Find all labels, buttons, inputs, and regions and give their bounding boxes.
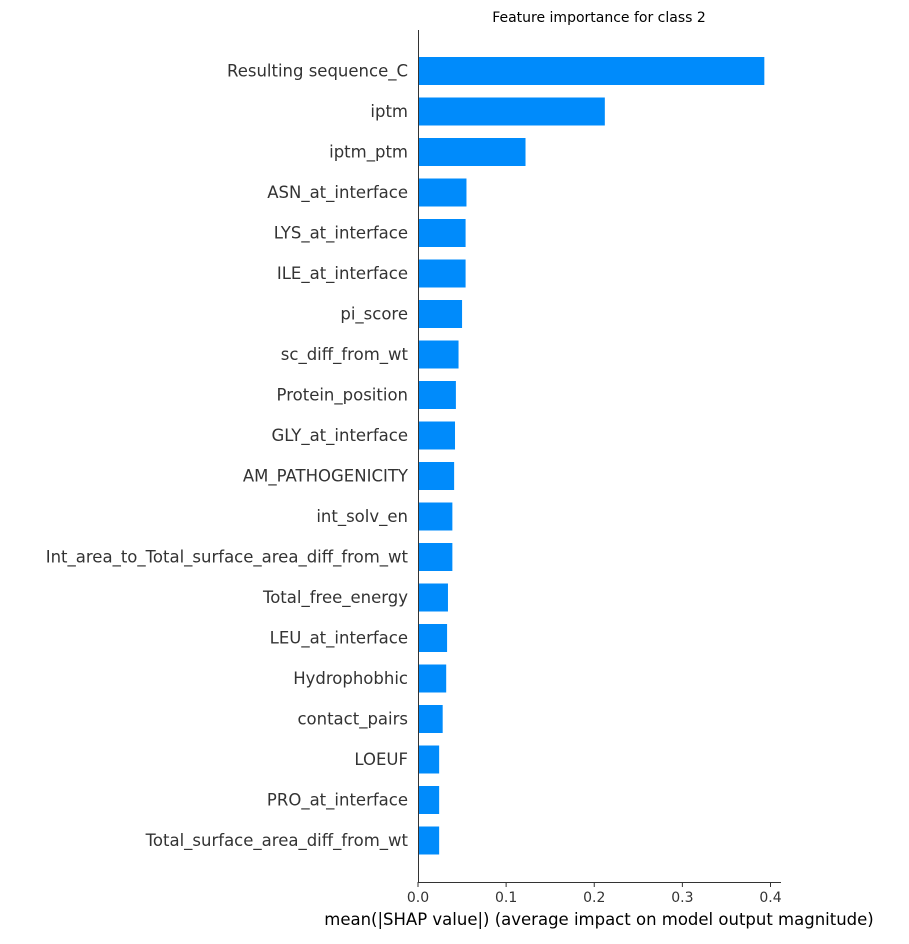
bar-13: [418, 583, 448, 612]
category-label: int_solv_en: [316, 507, 408, 527]
bar-12: [418, 543, 453, 571]
x-tick-label: 0.0: [407, 890, 429, 906]
category-label: iptm: [370, 102, 408, 121]
bar-2: [418, 138, 526, 166]
bar-11: [418, 502, 453, 531]
category-label: sc_diff_from_wt: [281, 345, 409, 365]
x-axis-title: mean(|SHAP value|) (average impact on mo…: [324, 910, 874, 929]
category-label: GLY_at_interface: [271, 426, 408, 446]
bar-8: [418, 381, 456, 409]
bar-0: [418, 57, 765, 85]
category-label: LOEUF: [354, 750, 408, 769]
category-label: PRO_at_interface: [267, 791, 408, 811]
bar-19: [418, 826, 440, 855]
bar-15: [418, 664, 447, 693]
bar-18: [418, 786, 440, 814]
bar-7: [418, 340, 459, 369]
category-label: Protein_position: [277, 386, 408, 406]
category-label: LEU_at_interface: [270, 629, 408, 649]
x-tick-label: 0.2: [583, 890, 605, 906]
category-label: LYS_at_interface: [274, 224, 408, 244]
category-label: ASN_at_interface: [267, 183, 408, 203]
bars-layer: [418, 57, 765, 855]
chart-title: Feature importance for class 2: [492, 10, 706, 26]
category-label: AM_PATHOGENICITY: [243, 467, 409, 487]
category-label: Total_free_energy: [262, 588, 408, 608]
bar-10: [418, 462, 455, 490]
bar-14: [418, 624, 448, 652]
x-tick-label: 0.4: [759, 890, 781, 906]
bar-6: [418, 300, 463, 328]
category-label: Hydrophobhic: [293, 669, 408, 688]
bar-5: [418, 259, 466, 288]
x-tick-label: 0.1: [495, 890, 517, 906]
category-label: ILE_at_interface: [277, 264, 408, 284]
category-label: Resulting sequence_C: [227, 62, 408, 82]
category-label: Total_surface_area_diff_from_wt: [145, 831, 409, 851]
bar-4: [418, 219, 466, 247]
category-label: iptm_ptm: [329, 143, 408, 163]
bar-3: [418, 178, 467, 207]
x-tick-label: 0.3: [671, 890, 693, 906]
category-label: contact_pairs: [297, 710, 408, 730]
bar-17: [418, 745, 440, 774]
bar-1: [418, 97, 605, 126]
category-label: Int_area_to_Total_surface_area_diff_from…: [46, 548, 409, 568]
x-ticks: 0.0 0.1 0.2 0.3 0.4: [407, 882, 782, 906]
category-label: pi_score: [340, 305, 408, 325]
bar-9: [418, 421, 456, 450]
bar-16: [418, 705, 443, 733]
